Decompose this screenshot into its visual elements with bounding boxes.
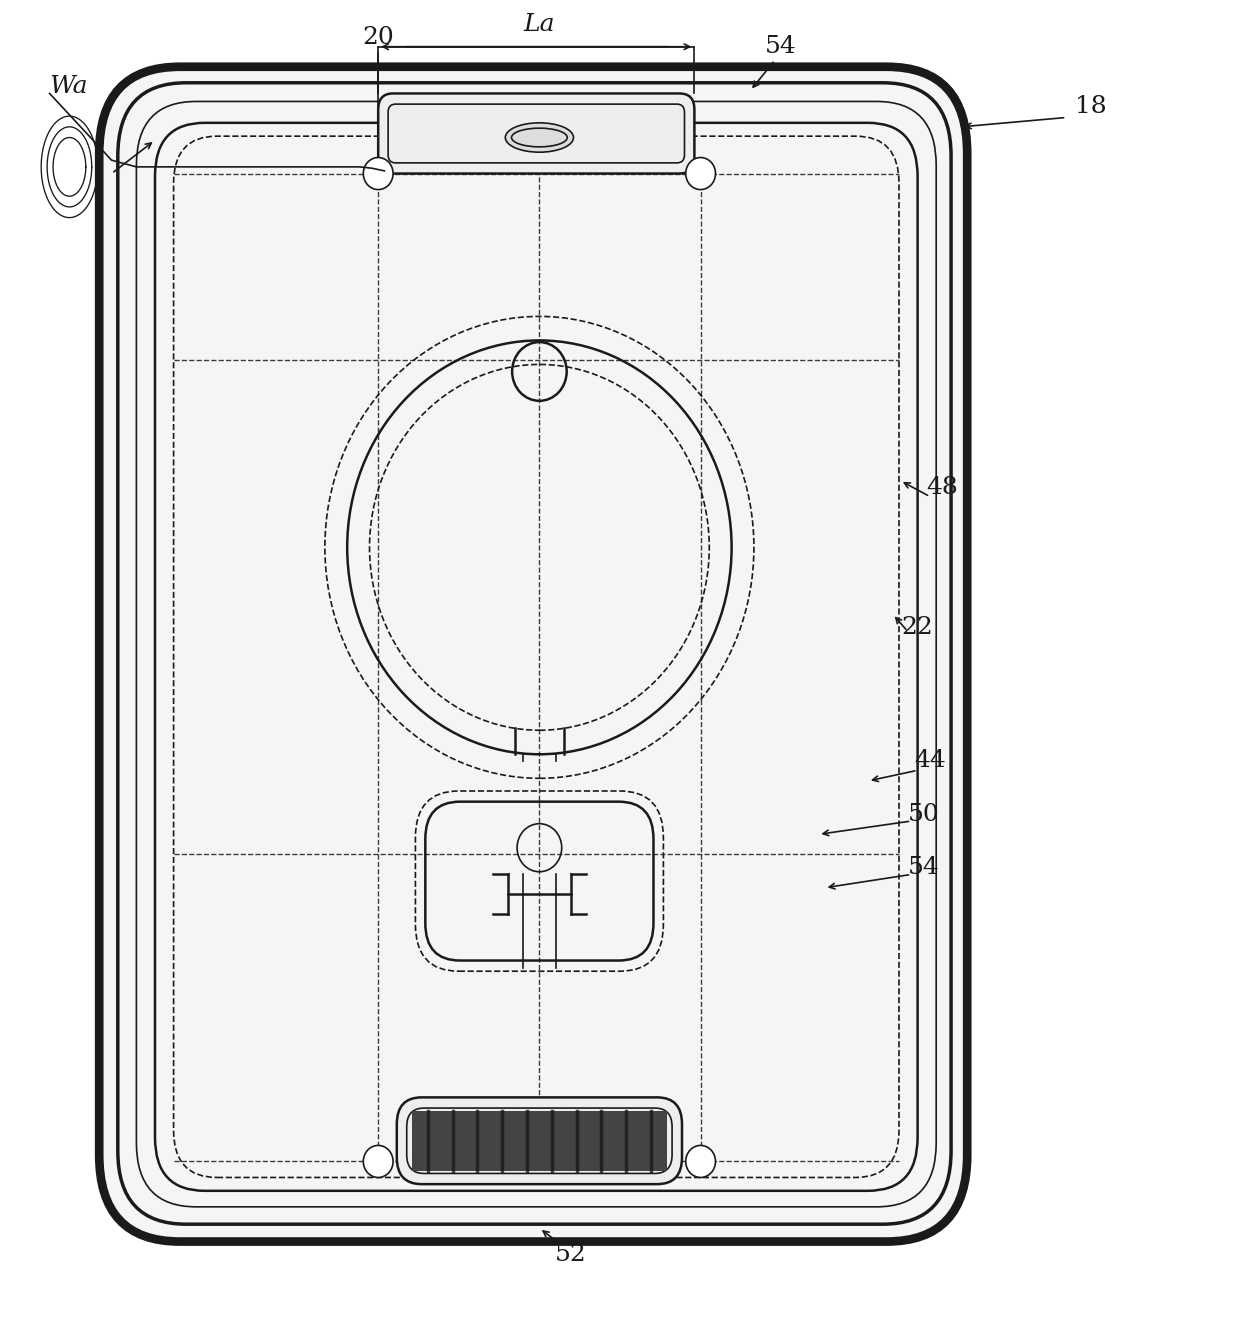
- Circle shape: [686, 158, 715, 190]
- Bar: [412, 1111, 667, 1171]
- Text: Wa: Wa: [48, 75, 88, 99]
- Text: 52: 52: [554, 1243, 587, 1267]
- Circle shape: [363, 1145, 393, 1177]
- Text: 44: 44: [914, 749, 946, 773]
- Text: 48: 48: [926, 475, 959, 499]
- Circle shape: [363, 158, 393, 190]
- Text: 22: 22: [901, 615, 934, 639]
- FancyBboxPatch shape: [397, 1097, 682, 1184]
- Text: 18: 18: [1075, 95, 1107, 119]
- Text: 20: 20: [362, 25, 394, 49]
- Ellipse shape: [506, 123, 573, 152]
- Text: 54: 54: [908, 856, 940, 880]
- FancyBboxPatch shape: [378, 93, 694, 174]
- Text: 50: 50: [908, 802, 940, 826]
- Text: 54: 54: [765, 35, 797, 59]
- Text: La: La: [523, 12, 556, 36]
- Circle shape: [686, 1145, 715, 1177]
- FancyBboxPatch shape: [99, 67, 967, 1242]
